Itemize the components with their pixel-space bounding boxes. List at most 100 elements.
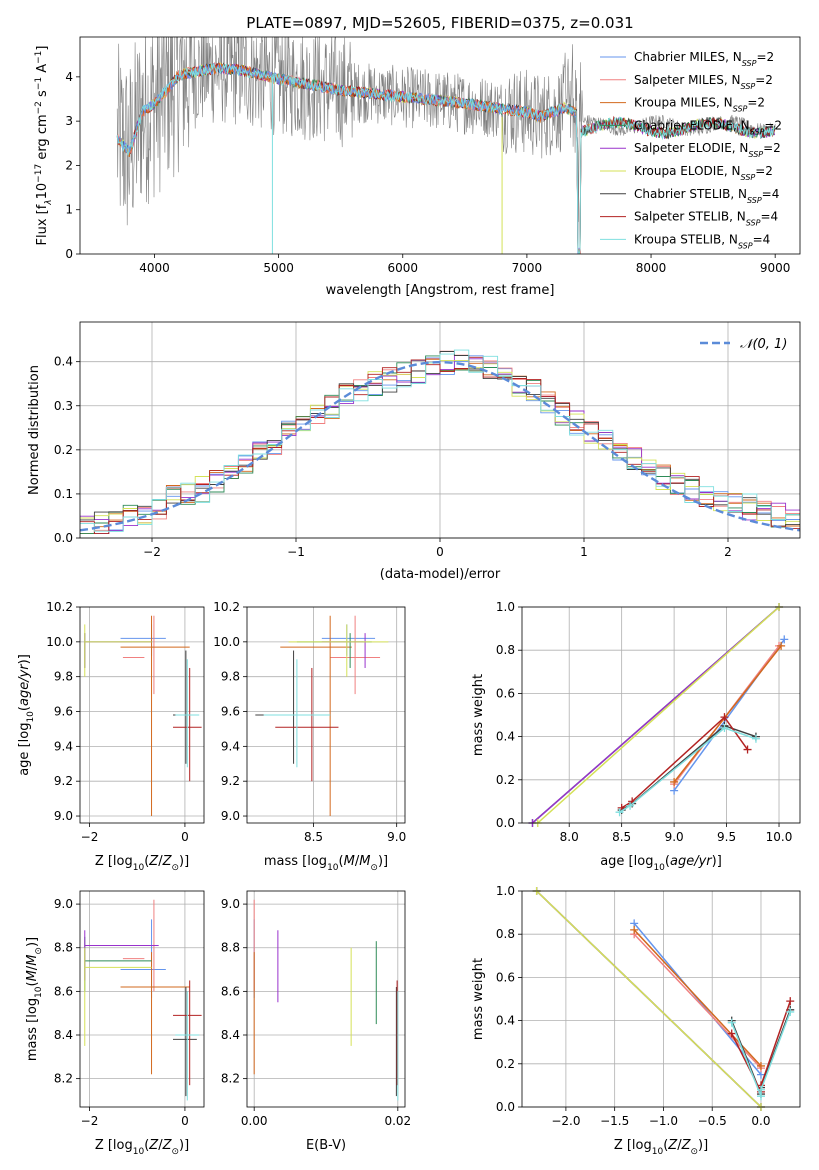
point-kroupa_stelib	[786, 1007, 795, 1016]
model-spectrum-kroupa_stelib	[116, 63, 775, 254]
x-tick-label: 0	[181, 1114, 189, 1128]
y-tick-label: 8.8	[221, 941, 240, 955]
y-tick-label: 9.0	[221, 809, 240, 823]
y-tick-label: 9.6	[54, 705, 73, 719]
y-tick-label: 3	[65, 114, 73, 128]
x-tick-label: 1	[580, 545, 588, 559]
panel-3: −2 0 9.0 9.2 9.4 9.6 9.8 10.0 10.2 Z [log10(Z/Z⊙)…	[17, 600, 205, 873]
y-tick-label: 9.4	[221, 739, 240, 753]
x-tick-label: 0.02	[384, 1114, 411, 1128]
panel-7: 0.00 0.02 8.2 8.4 8.6 8.8 9.0 E(B-V)	[221, 890, 411, 1153]
y-axis-label: Flux [fλ10−17 erg cm−2 s−1 A−1]	[34, 46, 54, 246]
panel-8: −2.0 −1.5 −1.0 −0.5 0.0 0.0 0.2 0.4 0.6 0.8 1.0 Z […	[471, 884, 801, 1157]
y-tick-label: 0.8	[496, 927, 515, 941]
y-tick-label: 0.3	[54, 399, 73, 413]
axes-frame	[79, 890, 205, 1108]
x-axis-label: mass [log10(M/M⊙)]	[264, 854, 388, 873]
y-tick-label: 4	[65, 70, 73, 84]
y-tick-label: 0.4	[496, 730, 515, 744]
axes-frame	[79, 36, 801, 255]
legend-entry: Chabrier MILES, NSSP=2	[634, 50, 774, 68]
x-tick-label: 5000	[263, 261, 294, 275]
x-tick-label: −2.0	[551, 1114, 580, 1128]
y-tick-label: 0.6	[496, 686, 515, 700]
legend-entry: Salpeter ELODIE, NSSP=2	[634, 141, 781, 159]
x-tick-label: 6000	[387, 261, 418, 275]
x-tick-label: 8.0	[560, 830, 579, 844]
y-tick-label: 9.2	[54, 774, 73, 788]
y-tick-label: 9.8	[54, 670, 73, 684]
x-tick-label: 9000	[760, 261, 791, 275]
y-tick-label: 9.2	[221, 774, 240, 788]
y-tick-label: 9.0	[54, 897, 73, 911]
legend-entry: Kroupa STELIB, NSSP=4	[634, 232, 770, 250]
y-tick-label: 0.0	[496, 1100, 515, 1114]
y-tick-label: 8.4	[54, 1028, 73, 1042]
series-chabrier_stelib	[621, 724, 757, 811]
point-kroupa_stelib	[751, 734, 760, 743]
y-tick-label: 0.6	[496, 970, 515, 984]
histogram-salpeter_stelib	[80, 356, 800, 535]
x-tick-label: 8000	[636, 261, 667, 275]
y-tick-label: 0.8	[496, 643, 515, 657]
y-tick-label: 1.0	[496, 600, 515, 614]
legend-entry: Salpeter STELIB, NSSP=4	[634, 210, 778, 228]
axes-frame	[79, 321, 801, 539]
y-tick-label: 0.1	[54, 487, 73, 501]
y-tick-label: 10.2	[213, 600, 240, 614]
normal-curve	[79, 360, 801, 532]
series-kroupa_stelib	[619, 727, 757, 813]
y-tick-label: 0.0	[496, 816, 515, 830]
y-tick-label: 0.4	[496, 1014, 515, 1028]
y-tick-label: 0.2	[54, 443, 73, 457]
x-tick-label: 0	[436, 545, 444, 559]
y-tick-label: 0	[65, 247, 73, 261]
x-axis-label: age [log10(age/yr)]	[600, 854, 722, 873]
panel-5: 8.0 8.5 9.0 9.5 10.0 0.0 0.2 0.4 0.6 0.8 1.0 age [l…	[471, 600, 801, 873]
x-tick-label: −0.5	[698, 1114, 727, 1128]
x-axis-label: Z [log10(Z/Z⊙)]	[95, 1138, 189, 1157]
y-tick-label: 1	[65, 203, 73, 217]
x-tick-label: −1	[287, 545, 305, 559]
axes-frame	[246, 890, 406, 1108]
panel-4: 8.5 9.0 9.0 9.2 9.4 9.6 9.8 10.0 10.2 mass [log10…	[213, 600, 406, 873]
x-tick-label: 9.5	[717, 830, 736, 844]
axes-frame	[79, 606, 205, 824]
legend-entry: Kroupa ELODIE, NSSP=2	[634, 164, 773, 182]
point-kroupa_stelib	[626, 801, 635, 810]
point-kroupa_stelib	[727, 1018, 736, 1027]
y-tick-label: 8.8	[54, 941, 73, 955]
y-tick-label: 0.2	[496, 773, 515, 787]
point-kroupa_miles	[670, 777, 679, 786]
y-tick-label: 1.0	[496, 884, 515, 898]
x-tick-label: 10.0	[766, 830, 793, 844]
x-tick-label: 0.0	[751, 1114, 770, 1128]
panel-6: −2 0 8.2 8.4 8.6 8.8 9.0 Z [log10(Z/Z⊙)] mass [l…	[25, 890, 205, 1157]
series-salpeter_miles	[633, 933, 762, 1069]
x-axis-label: Z [log10(Z/Z⊙)]	[95, 854, 189, 873]
legend-entry: 𝒩(0, 1)	[740, 337, 787, 352]
y-tick-label: 0.0	[54, 531, 73, 545]
point-kroupa_stelib	[720, 723, 729, 732]
point-salpeter_stelib	[743, 745, 752, 754]
axes-frame	[246, 606, 406, 824]
x-tick-label: 0	[181, 830, 189, 844]
x-axis-label: Z [log10(Z/Z⊙)]	[614, 1138, 708, 1157]
y-tick-label: 10.0	[213, 635, 240, 649]
y-tick-label: 8.6	[54, 984, 73, 998]
axes-frame	[521, 606, 801, 824]
x-tick-label: 0.00	[241, 1114, 268, 1128]
point-chabrier_miles	[780, 635, 789, 644]
y-tick-label: 8.6	[221, 984, 240, 998]
point-salpeter_stelib	[727, 1029, 736, 1038]
x-tick-label: 8.5	[304, 830, 323, 844]
y-tick-label: 10.2	[46, 600, 73, 614]
y-tick-label: 9.4	[54, 739, 73, 753]
point-salpeter_stelib	[720, 713, 729, 722]
y-tick-label: 8.4	[221, 1028, 240, 1042]
x-tick-label: 7000	[512, 261, 543, 275]
x-tick-label: 8.5	[612, 830, 631, 844]
x-tick-label: −1.0	[649, 1114, 678, 1128]
y-axis-label: age [log10(age/yr)]	[17, 654, 36, 776]
